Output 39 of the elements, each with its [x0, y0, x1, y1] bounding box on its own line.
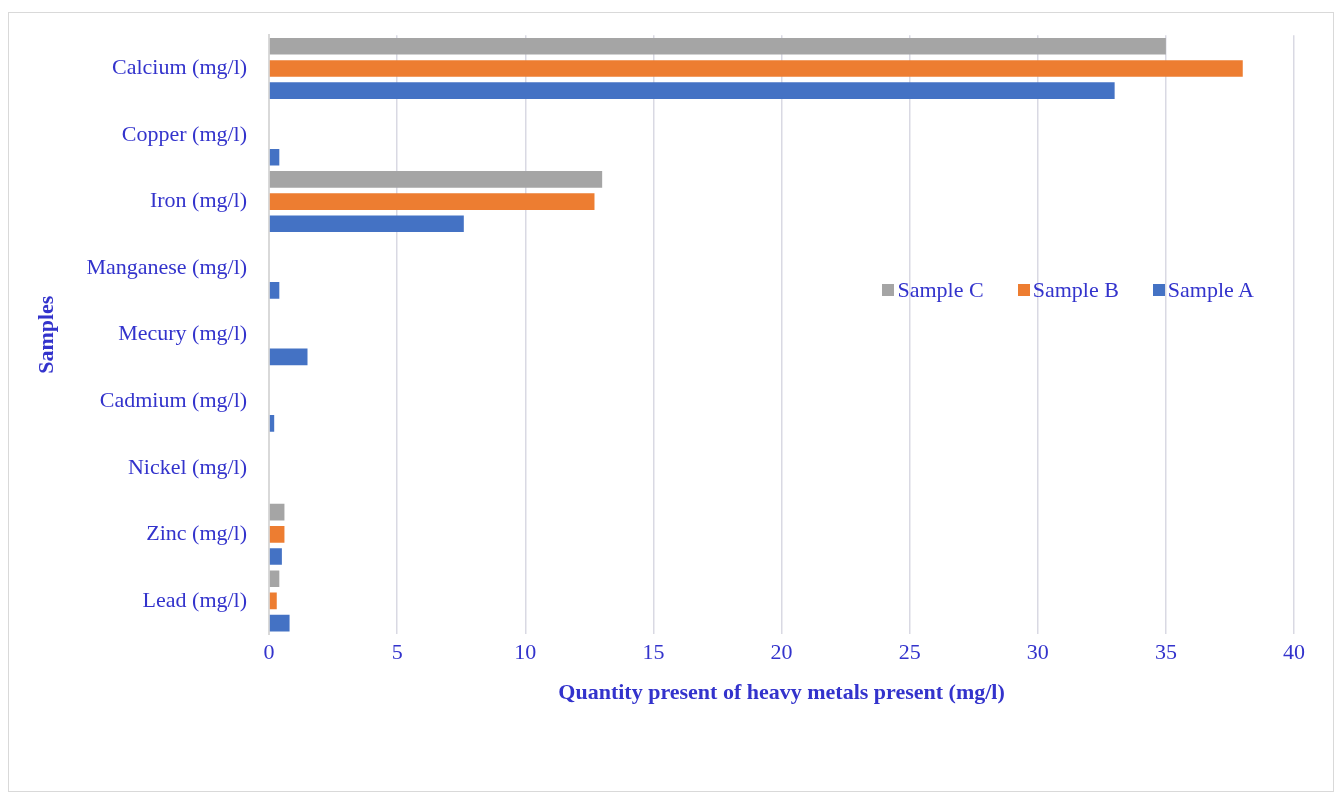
bar [269, 592, 277, 610]
x-tick-label: 35 [1154, 639, 1177, 665]
y-tick-label: Cadmium (mg/l) [99, 387, 248, 413]
legend-label: Sample C [897, 276, 984, 303]
bar [269, 148, 280, 166]
bar [269, 570, 280, 588]
x-tick-label: 0 [263, 639, 275, 665]
legend-label: Sample B [1032, 276, 1119, 303]
bar [269, 37, 1166, 55]
legend-label: Sample A [1167, 276, 1254, 303]
bar [269, 60, 1243, 77]
bar [269, 193, 595, 210]
y-tick-label: Manganese (mg/l) [86, 253, 248, 279]
y-axis-title: Samples [32, 295, 58, 374]
y-tick-label: Calcium (mg/l) [112, 54, 248, 80]
y-tick-label: Mecury (mg/l) [118, 320, 248, 346]
bar [269, 282, 280, 299]
x-tick-label: 5 [391, 639, 403, 665]
bar [269, 171, 603, 188]
bar [269, 82, 1115, 99]
y-tick-label: Zinc (mg/l) [146, 520, 248, 546]
bar [269, 548, 282, 565]
x-axis-title: Quantity present of heavy metals present (mg/l) [558, 679, 1005, 705]
bar [269, 415, 275, 432]
bar [269, 503, 285, 521]
bar [269, 526, 285, 543]
y-tick-label: Nickel (mg/l) [127, 453, 248, 479]
x-tick-label: 25 [898, 639, 921, 665]
x-tick-label: 10 [514, 639, 537, 665]
x-tick-label: 30 [1026, 639, 1049, 665]
y-tick-label: Lead (mg/l) [142, 586, 248, 612]
x-tick-label: 15 [642, 639, 665, 665]
bar [269, 215, 464, 233]
y-tick-label: Iron (mg/l) [149, 187, 248, 213]
x-tick-label: 20 [770, 639, 793, 665]
bar [269, 348, 308, 366]
x-tick-label: 40 [1283, 639, 1305, 665]
y-tick-label: Copper (mg/l) [121, 120, 248, 146]
bar [269, 614, 290, 632]
